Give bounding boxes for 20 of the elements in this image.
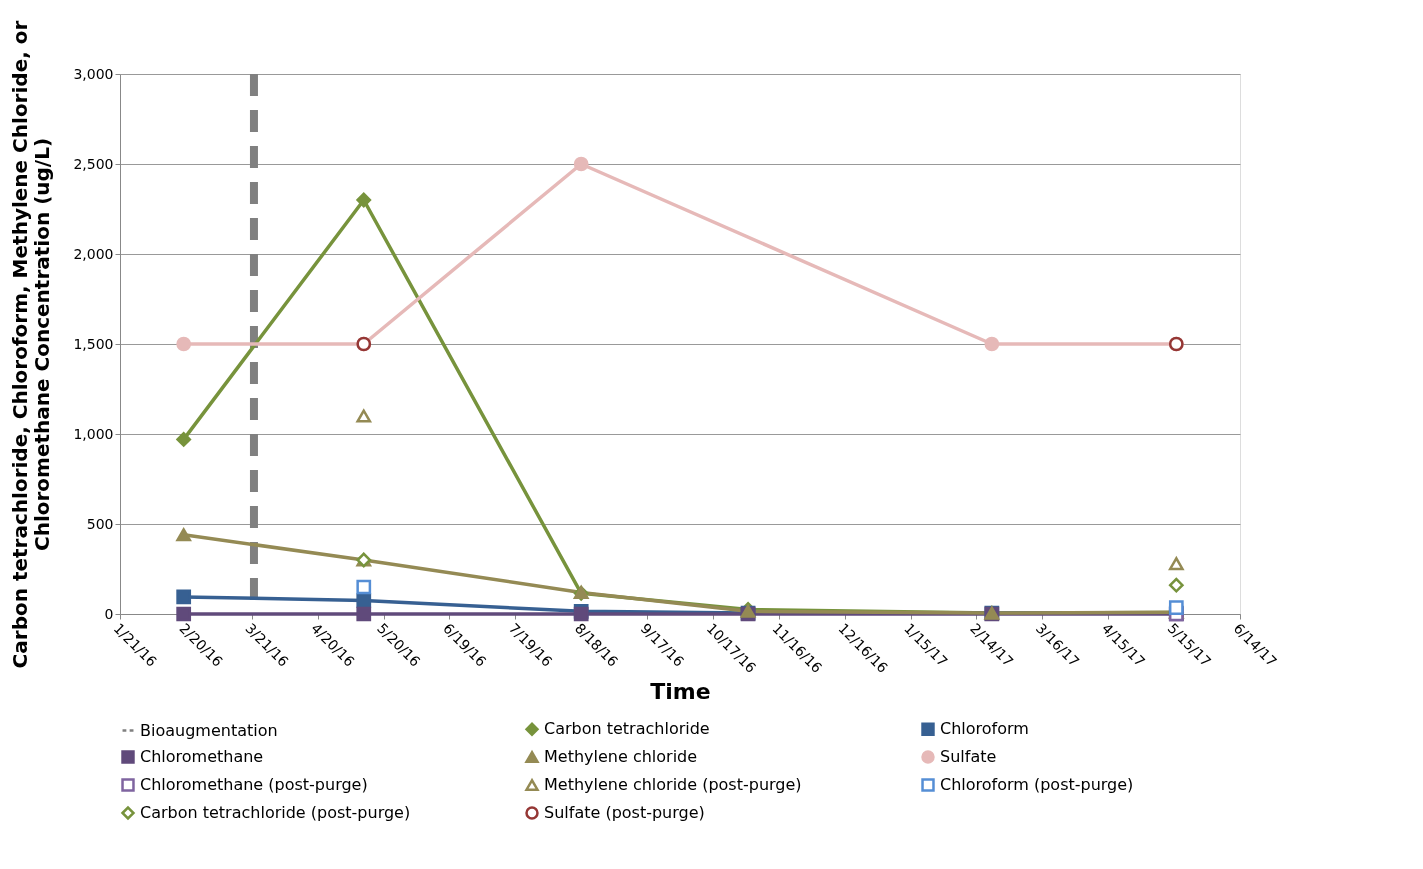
y-tick-label: 0 <box>104 605 114 622</box>
y-tick-label: 3,000 <box>73 65 114 82</box>
y-tick-label: 2,000 <box>73 245 114 262</box>
legend-label: Chloroform <box>940 719 1029 739</box>
y-tick-label: 500 <box>86 515 114 532</box>
x-axis-title: Time <box>650 678 711 704</box>
y-tick-label: 1,500 <box>73 335 114 352</box>
legend-label: Carbon tetrachloride (post-purge) <box>140 803 411 822</box>
y-tick-label: 1,000 <box>73 425 114 442</box>
legend-label: Chloroform (post-purge) <box>940 775 1134 794</box>
legend-label: Carbon tetrachloride <box>544 719 710 739</box>
legend-label: Chloromethane <box>140 747 264 766</box>
y-tick-label: 2,500 <box>73 155 114 172</box>
y-axis-title: Carbon tetrachloride, Chloroform, Methylene Chloride, or Chloromethane Concentration (ug/L) <box>8 20 55 669</box>
legend-label: Methylene chloride (post-purge) <box>544 775 802 794</box>
legend-label: Methylene chloride <box>544 747 698 766</box>
legend-label: Sulfate <box>940 747 997 766</box>
legend-label: Chloromethane (post-purge) <box>140 775 368 794</box>
legend-label: Bioaugmentation <box>140 720 278 740</box>
legend-label: Sulfate (post-purge) <box>544 803 705 822</box>
